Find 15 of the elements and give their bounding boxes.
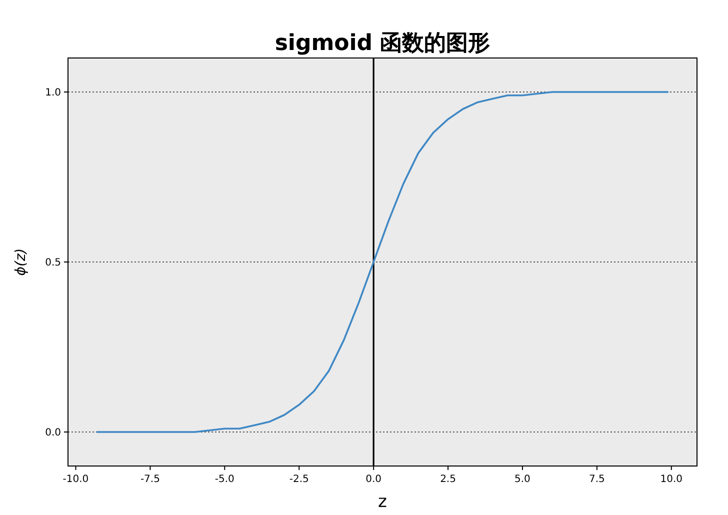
chart-title: sigmoid 函数的图形	[274, 31, 490, 56]
x-tick-label: -2.5	[289, 474, 309, 485]
y-tick-label: 0.0	[45, 428, 61, 438]
x-tick-label: 2.5	[440, 474, 456, 485]
y-axis-title: ϕ(z)	[13, 248, 29, 276]
x-tick-label: -7.5	[140, 474, 160, 485]
x-tick-label: 0.0	[366, 474, 382, 485]
y-tick-label: 1.0	[45, 88, 61, 98]
x-axis-title: z	[378, 492, 388, 512]
x-tick-label: -5.0	[214, 474, 234, 485]
x-tick-label: 10.0	[660, 474, 683, 485]
x-tick-label: 5.0	[514, 474, 530, 485]
x-tick-label: -10.0	[62, 474, 89, 485]
x-tick-label: 7.5	[588, 474, 605, 485]
y-tick-label: 0.5	[45, 258, 61, 268]
